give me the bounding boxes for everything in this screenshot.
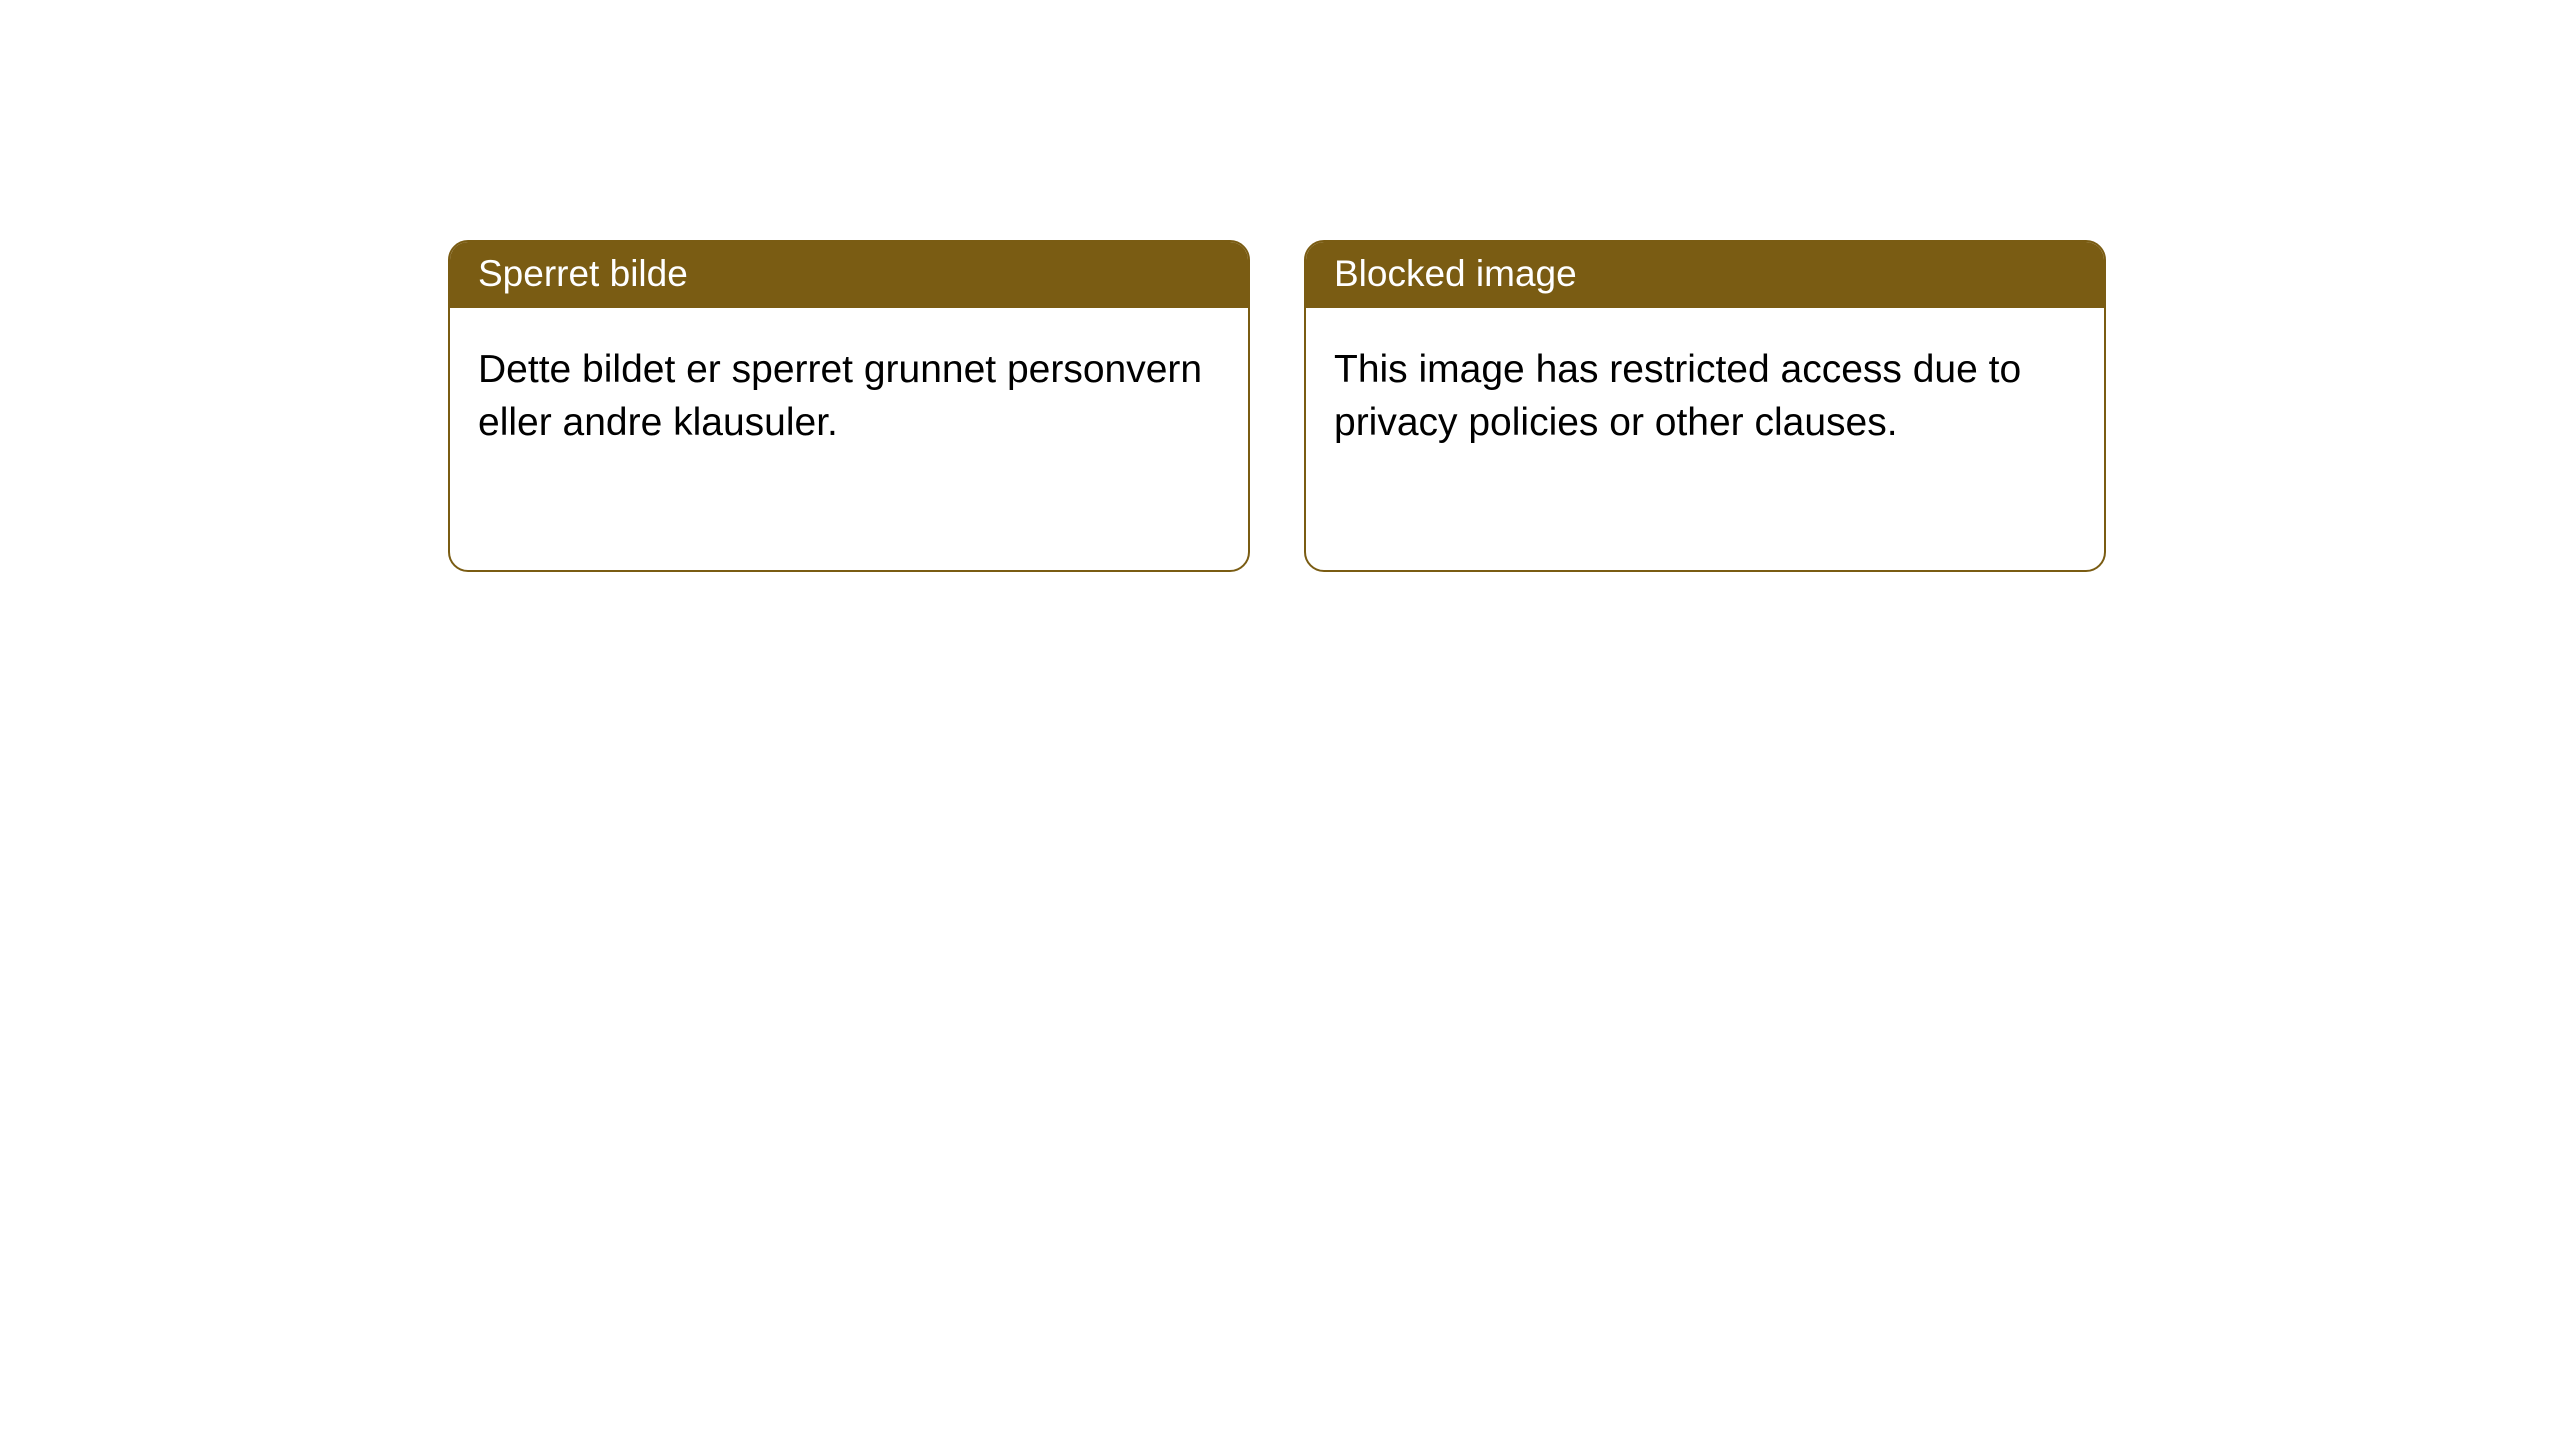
notice-card-english: Blocked image This image has restricted … xyxy=(1304,240,2106,572)
notice-header: Blocked image xyxy=(1306,242,2104,308)
notice-body: This image has restricted access due to … xyxy=(1306,308,2104,485)
notice-header: Sperret bilde xyxy=(450,242,1248,308)
notice-body: Dette bildet er sperret grunnet personve… xyxy=(450,308,1248,485)
notice-card-norwegian: Sperret bilde Dette bildet er sperret gr… xyxy=(448,240,1250,572)
notice-container: Sperret bilde Dette bildet er sperret gr… xyxy=(0,0,2560,572)
